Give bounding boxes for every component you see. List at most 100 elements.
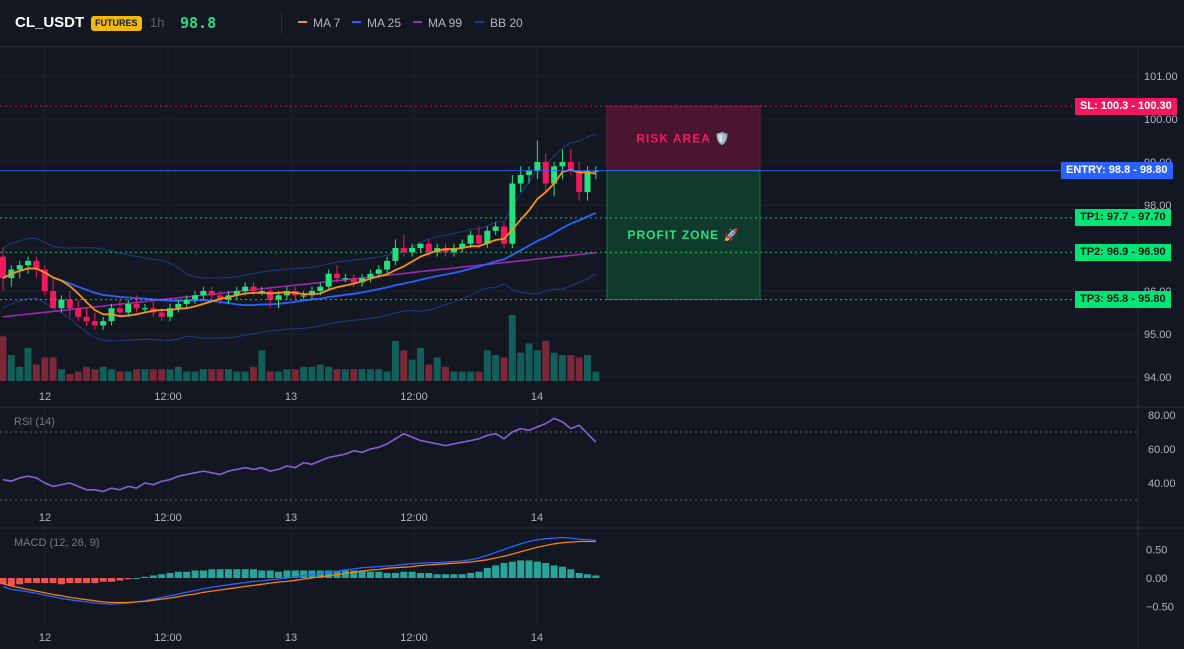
macd-time-tick-3: 12:00 xyxy=(400,632,428,644)
candle-body xyxy=(509,183,516,244)
macd-histogram-bar xyxy=(166,572,174,578)
volume-bar xyxy=(199,369,207,381)
rsi-time-tick-4: 14 xyxy=(531,512,543,524)
macd-histogram-bar xyxy=(442,574,450,578)
candle-body xyxy=(183,299,190,304)
volume-bar xyxy=(291,369,299,381)
volume-bar xyxy=(241,371,249,381)
legend-ma7[interactable]: MA 7 xyxy=(298,16,340,30)
candle-body xyxy=(233,291,240,296)
macd-histogram-bar xyxy=(567,569,575,578)
candle-body xyxy=(308,291,315,296)
volume-bar xyxy=(258,350,266,381)
macd-histogram-bar xyxy=(550,565,558,578)
candle-body xyxy=(375,269,382,274)
volume-bar xyxy=(533,350,541,381)
candle-body xyxy=(133,303,140,309)
legend-ma99[interactable]: MA 99 xyxy=(413,16,462,30)
candle-body xyxy=(526,170,533,175)
candle-body xyxy=(100,321,107,326)
macd-histogram-bar xyxy=(467,572,475,578)
macd-histogram-bar xyxy=(517,560,525,578)
macd-histogram-bar xyxy=(533,561,541,578)
timeframe-selector[interactable]: 1h xyxy=(150,15,165,30)
candle-body xyxy=(492,226,499,231)
candle-body xyxy=(33,260,40,270)
macd-histogram-bar xyxy=(492,565,500,578)
macd-histogram-bar xyxy=(49,578,57,584)
candle-body xyxy=(334,273,340,279)
macd-histogram-bar xyxy=(41,578,49,584)
candle-body xyxy=(342,278,349,280)
volume-bar xyxy=(483,350,491,381)
macd-histogram-bar xyxy=(383,572,391,578)
header-divider xyxy=(281,12,282,34)
candle-body xyxy=(501,226,507,244)
legend-ma25[interactable]: MA 25 xyxy=(352,16,401,30)
candle-body xyxy=(258,291,265,293)
candle-body xyxy=(116,308,123,313)
volume-bar xyxy=(391,340,399,381)
candle-body xyxy=(217,295,224,300)
candle-body xyxy=(517,174,524,184)
candle-body xyxy=(16,265,23,270)
candle-body xyxy=(542,162,549,184)
candle-body xyxy=(584,170,591,193)
volume-bar xyxy=(425,364,433,381)
volume-bar xyxy=(99,366,107,381)
macd-histogram-bar xyxy=(425,572,433,578)
candle-body xyxy=(450,248,457,253)
candle-body xyxy=(467,235,474,244)
signal-line xyxy=(2,540,596,604)
macd-histogram-bar xyxy=(183,571,191,578)
symbol-name[interactable]: CL_USDT xyxy=(15,14,85,31)
macd-histogram-bar xyxy=(66,578,74,584)
macd-time-tick-4: 14 xyxy=(531,632,543,644)
volume-bar xyxy=(149,369,157,381)
volume-bar xyxy=(341,369,349,381)
macd-histogram-bar xyxy=(241,569,249,578)
macd-histogram-bar xyxy=(16,578,24,585)
volume-bar xyxy=(575,357,583,381)
tp1-price-label: TP1: 97.7 - 97.70 xyxy=(1075,209,1171,227)
candle-body xyxy=(125,303,132,313)
volume-bar xyxy=(83,366,90,381)
macd-histogram-bar xyxy=(341,570,349,578)
volume-bar xyxy=(158,369,166,381)
macd-histogram-bar xyxy=(375,571,383,578)
candle-body xyxy=(275,295,282,300)
risk-zone-label: RISK AREA 🛡️ xyxy=(636,131,730,145)
candle-body xyxy=(567,162,574,171)
macd-histogram-bar xyxy=(325,570,333,578)
candle-body xyxy=(559,162,566,167)
candle-body xyxy=(200,291,207,296)
macd-histogram-bar xyxy=(300,570,308,578)
macd-histogram-bar xyxy=(408,571,416,578)
volume-bar xyxy=(166,369,174,381)
volume-bar xyxy=(224,369,232,381)
volume-bar xyxy=(308,366,316,381)
ma99-swatch-icon xyxy=(413,20,422,23)
candle-body xyxy=(242,286,249,291)
macd-histogram-bar xyxy=(508,561,516,578)
price-tick-5: 95.00 xyxy=(1144,329,1172,341)
tp2-price-label: TP2: 96.9 - 96.90 xyxy=(1075,243,1171,261)
volume-bar xyxy=(450,371,458,381)
volume-bar xyxy=(500,357,508,381)
volume-bar xyxy=(7,355,15,381)
macd-histogram-bar xyxy=(0,578,7,585)
candle-body xyxy=(175,303,182,309)
volume-bar xyxy=(233,371,241,381)
volume-bar xyxy=(592,371,600,381)
price-tick-3: 98.00 xyxy=(1144,200,1172,212)
candle-body xyxy=(442,248,449,253)
bb20-swatch-icon xyxy=(475,20,484,23)
sl-price-label: SL: 100.3 - 100.30 xyxy=(1075,97,1177,115)
legend-bb20[interactable]: BB 20 xyxy=(475,16,523,30)
candle-body xyxy=(534,162,541,171)
volume-bar xyxy=(567,355,575,381)
macd-histogram-bar xyxy=(108,578,116,582)
entry-price-label: ENTRY: 98.8 - 98.80 xyxy=(1061,162,1173,180)
volume-bar xyxy=(492,355,500,381)
